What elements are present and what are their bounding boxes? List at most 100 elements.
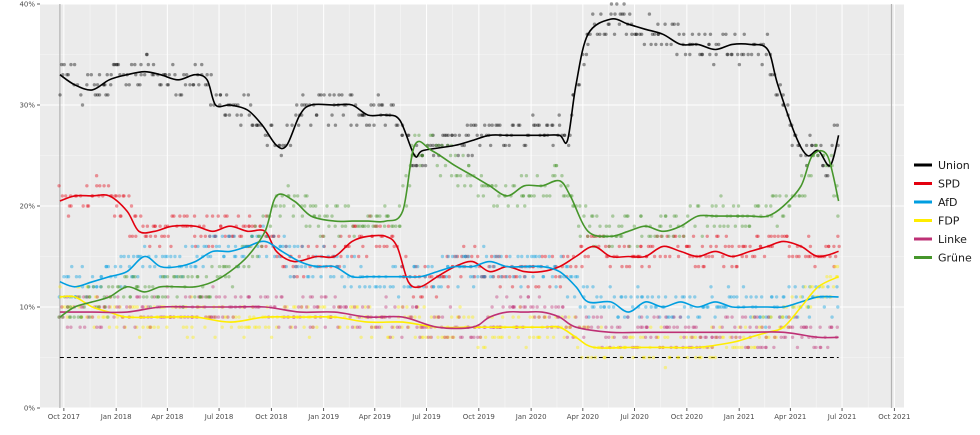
poll-point <box>659 224 663 228</box>
poll-point <box>698 335 702 339</box>
poll-point <box>483 345 487 350</box>
poll-point <box>743 315 748 319</box>
poll-point <box>99 275 104 279</box>
poll-point <box>112 62 117 67</box>
poll-point <box>301 93 305 97</box>
poll-point <box>269 335 274 339</box>
poll-point <box>437 315 441 319</box>
poll-point <box>94 174 99 178</box>
poll-point <box>686 214 690 218</box>
poll-point <box>367 123 372 127</box>
poll-point <box>467 163 471 168</box>
poll-point <box>134 214 138 218</box>
poll-point <box>552 163 557 168</box>
poll-point <box>167 73 171 77</box>
poll-point <box>400 133 405 137</box>
poll-point <box>470 315 475 319</box>
poll-point <box>208 103 213 107</box>
poll-point <box>250 123 254 127</box>
poll-point <box>357 254 361 259</box>
poll-point <box>707 42 711 47</box>
legend-label-spd: SPD <box>938 178 960 191</box>
poll-point <box>296 244 300 249</box>
poll-point <box>564 325 568 329</box>
poll-point <box>732 295 736 299</box>
poll-point <box>612 295 617 299</box>
poll-point <box>665 42 669 47</box>
poll-point <box>323 325 327 329</box>
poll-point <box>787 315 791 319</box>
poll-point <box>825 275 829 279</box>
poll-point <box>701 264 705 269</box>
poll-point <box>414 163 418 168</box>
poll-point <box>302 103 307 107</box>
poll-point <box>740 254 744 259</box>
poll-point <box>806 305 811 309</box>
poll-point <box>221 315 225 319</box>
poll-point <box>348 93 352 97</box>
poll-point <box>163 254 167 259</box>
poll-point <box>781 295 785 299</box>
poll-point <box>643 335 648 339</box>
poll-point <box>145 52 149 57</box>
legend-label-union: Union <box>938 159 970 172</box>
poll-point <box>790 254 795 259</box>
poll-point <box>158 275 163 279</box>
poll-point <box>772 234 777 238</box>
poll-point <box>681 234 686 238</box>
poll-point <box>332 305 336 309</box>
poll-point <box>596 325 600 329</box>
poll-point <box>97 305 102 309</box>
poll-point <box>106 315 110 319</box>
poll-point <box>587 315 591 319</box>
poll-point <box>512 184 517 188</box>
poll-point <box>819 143 823 148</box>
poll-point <box>413 315 417 319</box>
poll-point <box>107 325 112 329</box>
legend-label-fdp: FDP <box>938 215 960 228</box>
poll-point <box>831 285 836 289</box>
poll-point <box>111 62 116 67</box>
poll-point <box>790 295 794 299</box>
poll-point <box>153 264 157 269</box>
poll-point <box>818 345 822 350</box>
poll-point <box>516 123 521 127</box>
x-tick-label: Oct 2020 <box>671 413 703 421</box>
poll-point <box>128 295 133 299</box>
poll-point <box>824 174 828 178</box>
poll-point <box>606 22 610 26</box>
poll-point <box>255 123 259 127</box>
poll-point <box>108 305 113 309</box>
poll-point <box>495 295 499 299</box>
poll-point <box>255 234 259 238</box>
poll-point <box>95 295 99 299</box>
poll-point <box>296 264 300 269</box>
poll-point <box>705 305 709 309</box>
poll-point <box>79 315 83 319</box>
poll-point <box>117 285 121 289</box>
poll-point <box>202 224 206 228</box>
poll-point <box>729 295 733 299</box>
poll-point <box>657 224 662 228</box>
poll-point <box>556 305 561 309</box>
poll-point <box>137 335 142 339</box>
poll-point <box>765 335 769 339</box>
poll-point <box>373 285 377 289</box>
poll-point <box>278 244 283 249</box>
poll-point <box>178 214 182 218</box>
poll-point <box>136 83 140 87</box>
poll-point <box>667 355 671 360</box>
poll-point <box>159 83 163 87</box>
poll-point <box>96 315 101 319</box>
x-tick-label: Jul 2018 <box>204 413 234 421</box>
poll-point <box>449 174 454 178</box>
poll-point <box>608 264 612 269</box>
poll-point <box>410 305 415 309</box>
poll-point <box>511 275 516 279</box>
poll-point <box>350 254 354 259</box>
poll-point <box>567 325 572 329</box>
poll-point <box>742 244 746 249</box>
poll-point <box>354 224 358 228</box>
poll-point <box>214 244 219 249</box>
